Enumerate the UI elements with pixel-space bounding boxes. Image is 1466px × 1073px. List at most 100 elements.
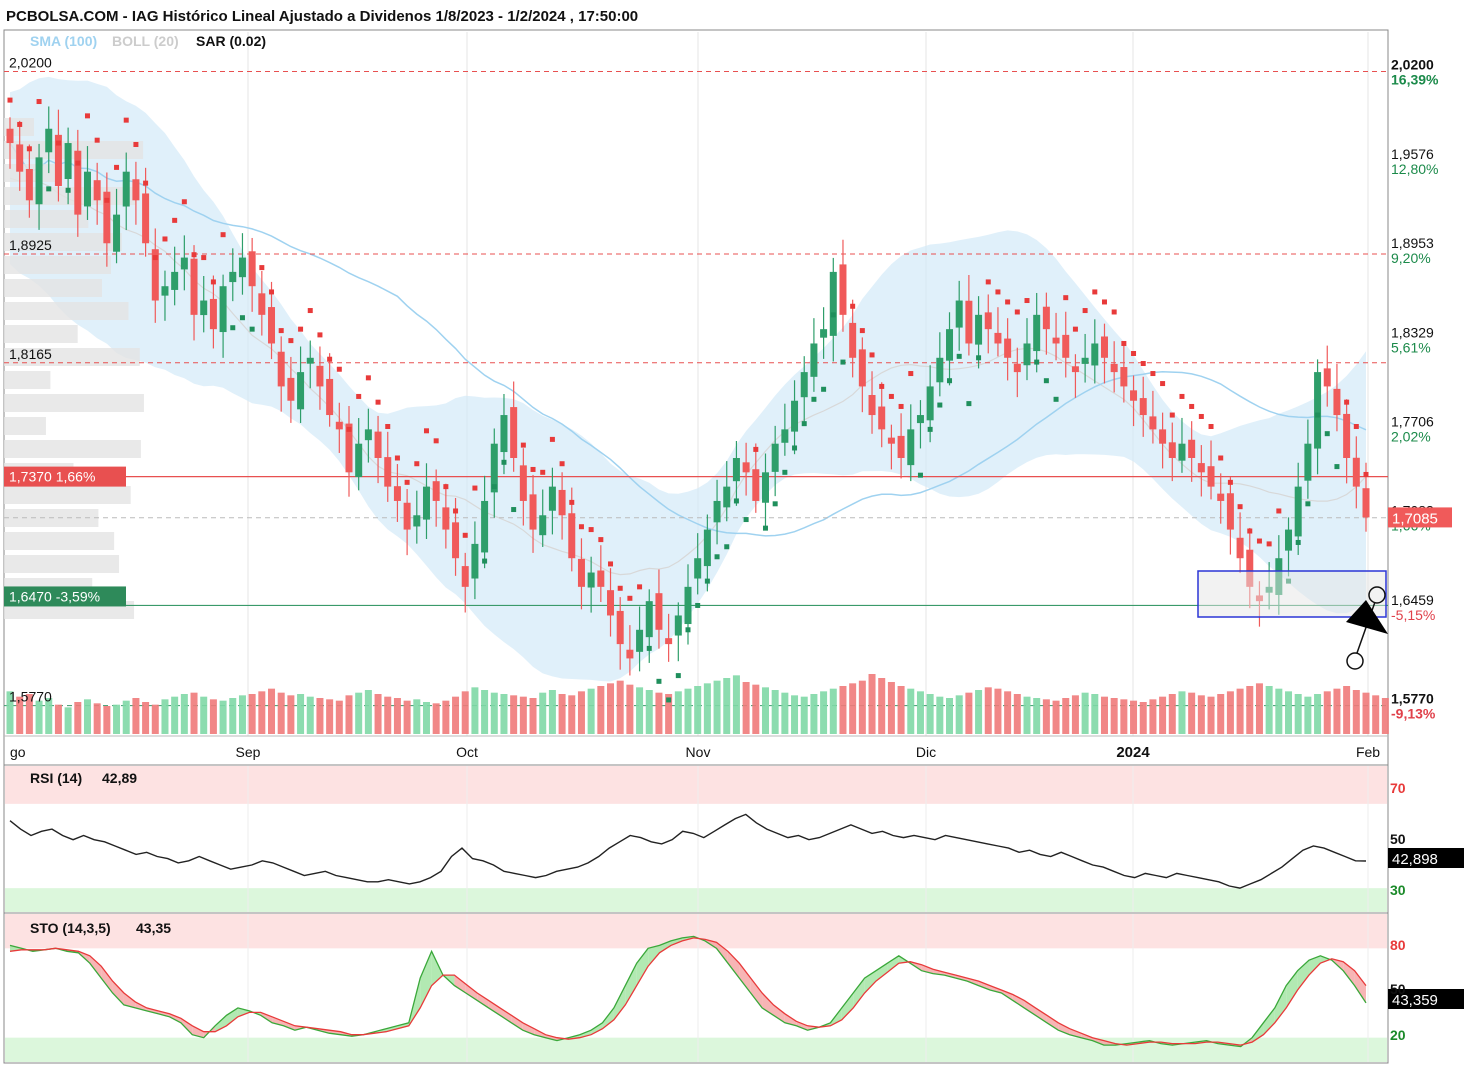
volume-profile-bar	[4, 302, 129, 320]
candle-body	[25, 169, 33, 201]
candle-body	[723, 486, 731, 508]
sar-dot	[801, 421, 807, 427]
sar-dot	[578, 524, 584, 530]
candle-body	[1023, 343, 1031, 366]
sar-dot	[782, 469, 788, 475]
candle-body	[1033, 314, 1041, 352]
volume-profile-bar	[4, 555, 120, 573]
candle-body	[1091, 343, 1099, 366]
sar-dot	[617, 585, 623, 591]
sar-dot	[792, 445, 798, 451]
candle-body	[83, 171, 91, 207]
sar-dot	[569, 499, 575, 505]
sar-dot	[298, 326, 304, 332]
candle-body	[442, 507, 450, 530]
candle-body	[1314, 372, 1322, 449]
candle-body	[829, 271, 837, 336]
current-price-label: 1,7085	[1392, 510, 1438, 527]
volume-bar	[64, 707, 72, 734]
candle-body	[1333, 388, 1341, 416]
volume-bar	[490, 692, 498, 734]
sar-dot	[637, 584, 643, 590]
candle-body	[771, 443, 779, 472]
sar-dot	[152, 255, 158, 261]
sar-dot	[1227, 479, 1233, 485]
sto-fill	[1012, 994, 1025, 1008]
candle-body	[219, 286, 227, 333]
volume-bar	[1091, 694, 1099, 734]
volume-profile-bar	[4, 417, 46, 435]
candle-body	[916, 415, 924, 424]
volume-bar	[1188, 692, 1196, 734]
rsi-level-50: 50	[1390, 831, 1406, 847]
candle-body	[984, 312, 992, 330]
volume-bar	[1333, 688, 1341, 734]
volume-bar	[810, 694, 818, 734]
volume-bar	[229, 698, 237, 734]
candle-body	[54, 134, 62, 186]
sar-dot	[1005, 299, 1011, 305]
volume-bar	[984, 687, 992, 734]
left-level-label: 1,8165	[9, 346, 52, 362]
volume-bar	[703, 683, 711, 734]
candle-body	[1081, 357, 1089, 364]
sto-fill	[499, 1007, 512, 1023]
candle-body	[171, 271, 179, 290]
sar-dot	[346, 426, 352, 432]
candle-body	[490, 443, 498, 493]
sto-fill	[796, 1021, 808, 1031]
left-level-label: 1,5770	[9, 689, 52, 705]
sar-dot	[501, 459, 507, 465]
volume-bar	[1149, 699, 1157, 734]
sto-fill	[955, 975, 968, 982]
candle-body	[16, 144, 24, 172]
candle-body	[238, 257, 246, 278]
candle-body	[761, 472, 769, 503]
sar-dot	[114, 164, 120, 170]
sar-dot	[1256, 538, 1262, 544]
sar-dot	[1324, 431, 1330, 437]
sar-dot	[84, 113, 90, 119]
volume-bar	[1042, 699, 1050, 734]
sar-dot	[1043, 378, 1049, 384]
volume-bar	[1294, 694, 1302, 734]
rsi-level-30: 30	[1390, 882, 1406, 898]
candle-body	[1052, 337, 1060, 344]
sar-dot	[1344, 399, 1350, 405]
volume-bar	[132, 698, 140, 734]
rsi-label: RSI (14)	[30, 770, 82, 786]
sar-dot	[123, 117, 129, 123]
volume-bar	[839, 686, 847, 734]
volume-bar	[1110, 698, 1118, 734]
volume-bar	[510, 695, 518, 734]
sar-dot	[288, 338, 294, 344]
sto-fill	[283, 1021, 295, 1031]
sto-fill	[579, 1030, 592, 1038]
sto-fill	[750, 978, 763, 1008]
volume-bar	[35, 700, 43, 734]
candle-body	[597, 570, 605, 587]
candle-body	[1197, 463, 1205, 473]
sar-dot	[966, 401, 972, 407]
volume-profile-bar	[4, 394, 144, 412]
sar-dot	[65, 187, 71, 193]
sto-fill	[1058, 1022, 1070, 1035]
sar-dot	[26, 146, 32, 152]
sar-dot	[181, 199, 187, 205]
candle-body	[93, 180, 101, 201]
candle-body	[500, 415, 508, 453]
left-level-label: 1,8925	[9, 237, 52, 253]
rsi-level-70: 70	[1390, 780, 1406, 796]
annotation-handle-top	[1368, 586, 1386, 604]
candle-body	[151, 249, 159, 301]
volume-bar	[1246, 686, 1254, 734]
volume-bar	[326, 699, 334, 734]
volume-bar	[800, 696, 808, 734]
sto-fill	[1081, 1033, 1093, 1041]
sto-fill	[1297, 960, 1310, 991]
sar-dot	[133, 141, 139, 147]
sar-dot	[482, 558, 488, 564]
volume-bar	[878, 678, 886, 734]
sar-dot	[821, 386, 827, 392]
candle-body	[471, 543, 479, 579]
